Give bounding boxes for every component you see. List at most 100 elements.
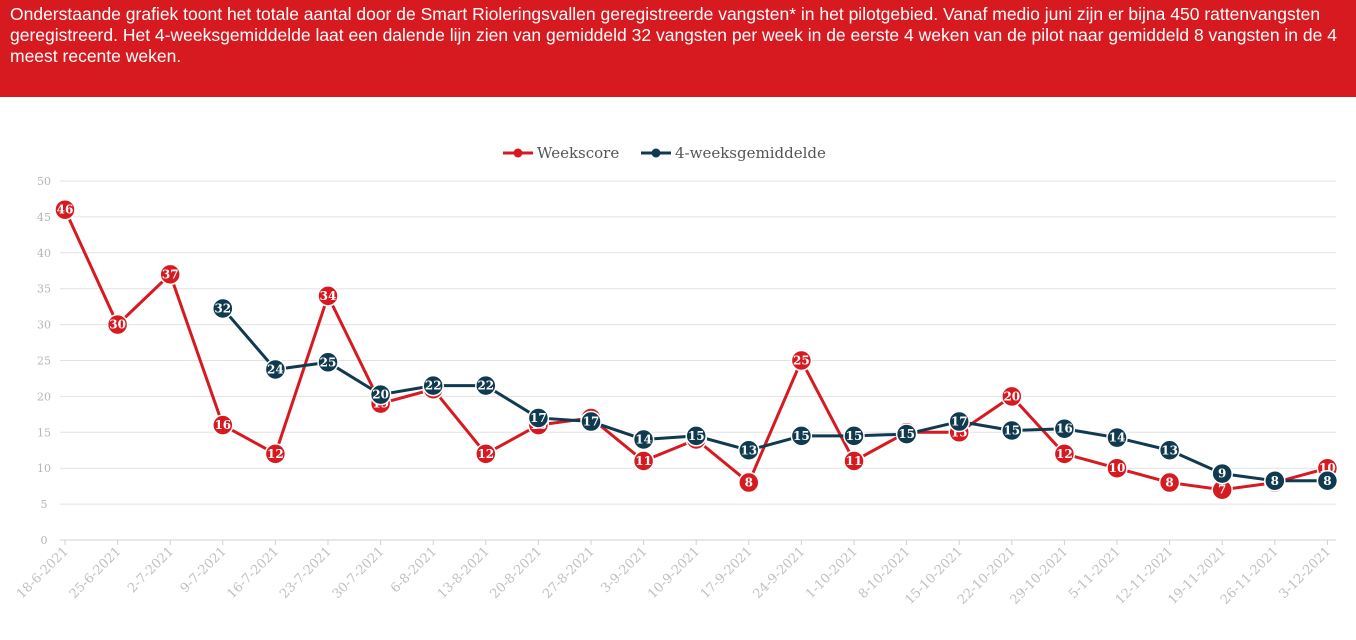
average-point[interactable]: [895, 423, 918, 445]
average-point[interactable]: [264, 358, 287, 381]
average-data-label: 8: [1271, 474, 1279, 488]
average-point[interactable]: [580, 410, 602, 433]
x-tick-label: 30-7-2021: [330, 544, 388, 602]
average-data-label: 13: [740, 443, 757, 457]
weekscore-data-label: 30: [109, 318, 126, 332]
average-point[interactable]: [1264, 470, 1286, 492]
y-tick-label: 30: [37, 319, 51, 332]
average-point[interactable]: [790, 425, 813, 447]
average-data-label: 32: [214, 301, 231, 315]
weekscore-point[interactable]: [54, 198, 76, 221]
x-tick-label: 18-6-2021: [14, 544, 72, 602]
y-tick-label: 15: [37, 426, 51, 439]
weekscore-point[interactable]: [843, 450, 865, 472]
weekscore-data-label: 10: [1109, 461, 1126, 475]
average-data-label: 8: [1323, 474, 1331, 488]
average-point[interactable]: [1316, 470, 1339, 492]
x-tick-label: 23-7-2021: [277, 544, 335, 602]
average-point[interactable]: [212, 297, 234, 320]
legend-marker: [513, 148, 523, 158]
weekscore-point[interactable]: [1001, 385, 1023, 408]
average-data-label: 24: [267, 362, 284, 376]
x-tick-label: 24-9-2021: [750, 544, 808, 602]
average-point[interactable]: [475, 374, 497, 397]
average-data-label: 17: [530, 411, 547, 425]
average-data-label: 9: [1218, 467, 1226, 481]
weekscore-data-label: 16: [214, 418, 231, 432]
weekscore-point[interactable]: [212, 414, 234, 436]
average-data-label: 22: [477, 379, 494, 393]
description-text: Onderstaande grafiek toont het totale aa…: [10, 4, 1337, 66]
weekscore-data-label: 46: [57, 203, 74, 217]
weekscore-point[interactable]: [1158, 471, 1181, 494]
y-tick-label: 20: [37, 390, 51, 403]
average-point[interactable]: [1053, 417, 1076, 440]
y-tick-label: 5: [41, 498, 48, 511]
y-tick-label: 0: [41, 534, 48, 547]
x-tick-label: 25-6-2021: [67, 544, 125, 602]
average-data-label: 25: [320, 355, 337, 369]
weekscore-point[interactable]: [159, 263, 181, 286]
x-tick-label: 6-8-2021: [388, 544, 440, 596]
legend-item-average[interactable]: 4-weeksgemiddelde: [675, 144, 826, 162]
average-point[interactable]: [1211, 462, 1233, 485]
x-tick-label: 2-7-2021: [125, 544, 177, 596]
weekscore-point[interactable]: [317, 285, 339, 307]
average-point[interactable]: [632, 428, 655, 451]
x-tick-label: 10-9-2021: [645, 544, 703, 602]
weekscore-data-label: 12: [267, 447, 284, 461]
average-data-label: 17: [951, 415, 968, 429]
average-data-label: 14: [635, 432, 652, 446]
y-tick-label: 45: [37, 211, 51, 224]
average-data-label: 15: [688, 429, 705, 443]
average-point[interactable]: [1001, 419, 1023, 442]
x-tick-label: 9-7-2021: [178, 544, 230, 596]
weekscore-data-label: 25: [793, 354, 810, 368]
weekscore-data-label: 12: [477, 447, 494, 461]
x-tick-label: 3-12-2021: [1276, 544, 1334, 602]
average-point[interactable]: [948, 410, 970, 433]
average-data-label: 15: [793, 429, 810, 443]
x-tick-label: 8-10-2021: [856, 544, 914, 602]
x-tick-label: 27-8-2021: [540, 544, 598, 602]
average-point[interactable]: [843, 425, 865, 447]
x-tick-label: 16-7-2021: [224, 544, 282, 602]
average-point[interactable]: [685, 425, 707, 447]
y-tick-label: 50: [37, 175, 51, 188]
average-data-label: 16: [1056, 422, 1073, 436]
average-point[interactable]: [369, 383, 392, 406]
weekscore-data-label: 37: [162, 267, 179, 281]
weekscore-data-label: 8: [745, 476, 753, 490]
average-point[interactable]: [527, 407, 550, 429]
average-point[interactable]: [738, 439, 760, 461]
weekscore-point[interactable]: [1106, 457, 1128, 479]
y-tick-label: 25: [37, 355, 51, 368]
series-line-average: [221, 307, 1328, 483]
weekscore-data-label: 7: [1218, 483, 1226, 497]
weekscore-point[interactable]: [790, 349, 813, 372]
average-point[interactable]: [1106, 426, 1128, 449]
average-data-label: 15: [846, 429, 863, 443]
average-data-label: 13: [1161, 443, 1178, 457]
legend-marker: [651, 148, 661, 158]
average-data-label: 15: [898, 427, 915, 441]
weekscore-data-label: 11: [846, 454, 863, 468]
weekscore-data-label: 34: [320, 289, 337, 303]
x-tick-label: 3-9-2021: [599, 544, 651, 596]
weekscore-point[interactable]: [475, 443, 497, 465]
y-tick-label: 10: [37, 462, 51, 475]
weekscore-point[interactable]: [738, 471, 760, 494]
average-data-label: 22: [425, 379, 442, 393]
y-tick-label: 40: [37, 247, 51, 260]
average-point[interactable]: [422, 374, 444, 397]
weekscore-point[interactable]: [264, 443, 287, 465]
weekscore-point[interactable]: [1053, 443, 1076, 465]
average-point[interactable]: [1158, 439, 1181, 461]
legend-item-weekscore[interactable]: Weekscore: [537, 144, 619, 162]
weekscore-point[interactable]: [106, 313, 129, 336]
weekscore-point[interactable]: [632, 450, 655, 472]
description-banner: Onderstaande grafiek toont het totale aa…: [0, 0, 1356, 97]
average-point[interactable]: [317, 351, 339, 374]
average-data-label: 14: [1109, 431, 1126, 445]
x-tick-label: 17-9-2021: [698, 544, 756, 602]
